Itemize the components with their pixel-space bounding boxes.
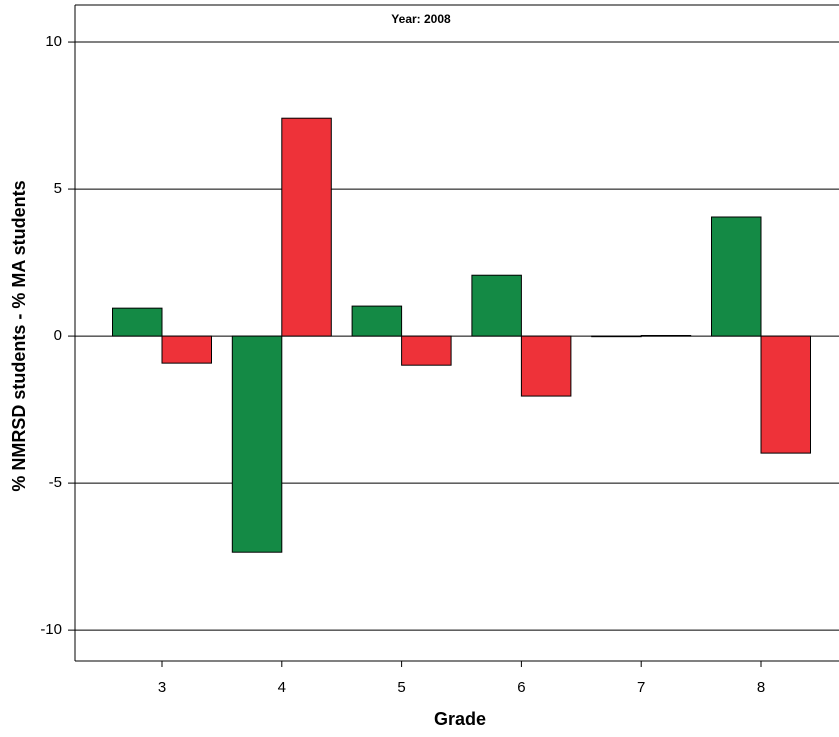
- y-axis-title: % NMRSD students - % MA students: [9, 180, 29, 491]
- chart-title: Year: 2008: [391, 12, 451, 26]
- y-tick-label: 0: [54, 327, 62, 344]
- bar: [401, 335, 452, 366]
- y-tick-label: -10: [40, 621, 62, 638]
- bar: [760, 335, 811, 454]
- bar: [591, 335, 642, 338]
- x-tick-label: 5: [397, 679, 405, 696]
- bar: [161, 335, 212, 364]
- x-tick-label: 3: [158, 679, 166, 696]
- y-tick-label: 10: [45, 33, 62, 50]
- x-axis-title: Grade: [434, 709, 486, 729]
- x-tick-label: 8: [757, 679, 765, 696]
- bar: [520, 335, 572, 397]
- x-tick-label: 6: [517, 679, 525, 696]
- bar: [640, 334, 692, 337]
- bar: [351, 305, 403, 337]
- x-tick-label: 7: [637, 679, 645, 696]
- x-tick-label: 4: [278, 679, 286, 696]
- bar: [471, 274, 522, 337]
- bar: [231, 335, 283, 553]
- y-tick-label: -5: [49, 474, 62, 491]
- bar: [281, 117, 332, 337]
- bar: [112, 307, 163, 337]
- bar: [711, 216, 762, 337]
- y-tick-label: 5: [54, 180, 62, 197]
